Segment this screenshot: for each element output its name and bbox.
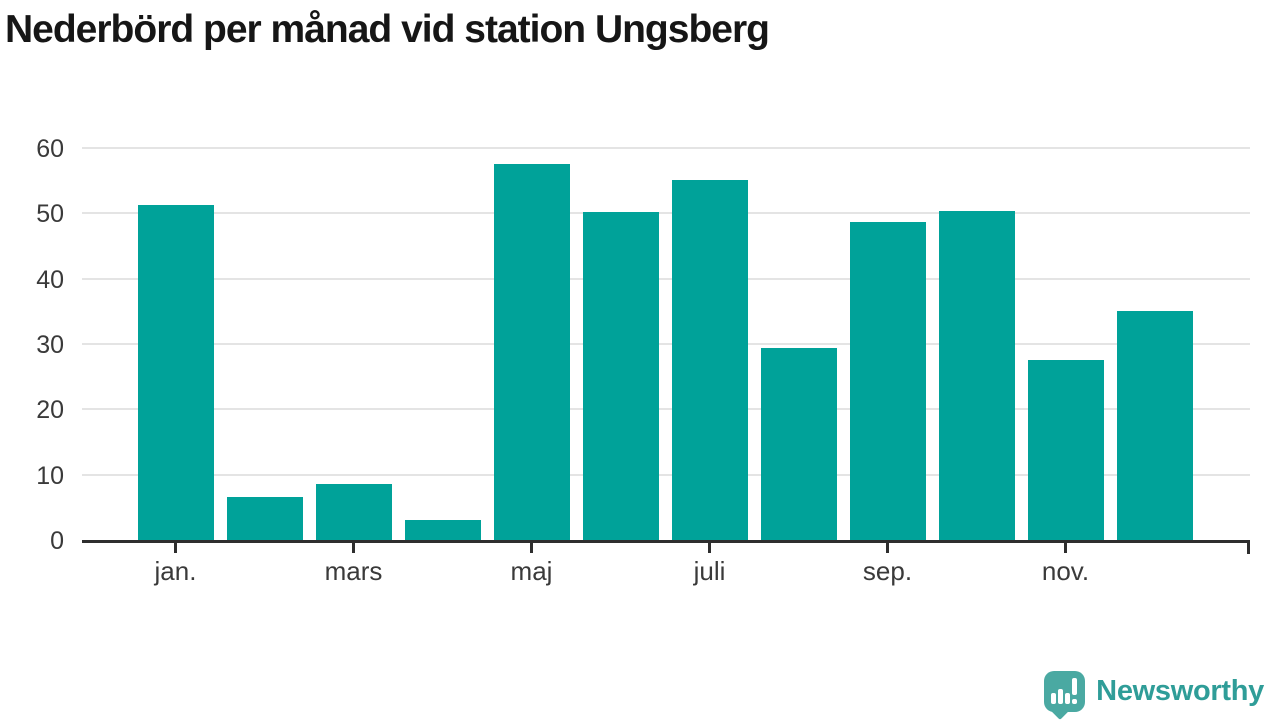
gridline <box>82 277 1250 280</box>
x-axis-tick <box>708 543 711 553</box>
x-axis-tick-label: jan. <box>154 556 197 586</box>
x-axis-tick <box>1064 543 1067 553</box>
bar-maj <box>493 163 570 540</box>
y-axis-tick-label: 20 <box>36 396 64 425</box>
x-axis-tick <box>174 543 177 553</box>
gridline <box>82 473 1250 476</box>
bar-mars <box>315 483 392 540</box>
y-axis-tick-label: 40 <box>36 265 64 294</box>
x-axis-tick <box>886 543 889 553</box>
bar-sep. <box>849 222 926 540</box>
x-axis-tick <box>530 543 533 553</box>
bar-apr. <box>404 520 481 540</box>
x-axis-tick <box>352 543 355 553</box>
x-axis-tick-label: nov. <box>1041 556 1090 586</box>
x-axis-baseline <box>82 540 1250 543</box>
x-axis-tick-label: maj <box>510 556 553 586</box>
newsworthy-logo-text: Newsworthy <box>1096 675 1264 707</box>
x-axis-tick-label: mars <box>324 556 383 586</box>
logo-mini-bar-icon <box>1051 693 1057 704</box>
gridline <box>82 147 1250 149</box>
y-axis-tick-label: 30 <box>36 331 64 359</box>
x-axis-end-tick <box>1247 543 1250 554</box>
logo-mini-bar-icon <box>1058 689 1064 704</box>
x-axis-tick-label: juli <box>693 556 726 586</box>
bar-juni <box>582 212 659 540</box>
bar-okt. <box>938 211 1015 540</box>
bar-juli <box>671 180 748 540</box>
newsworthy-logo: Newsworthy <box>1044 671 1264 720</box>
bar-dec. <box>1116 311 1193 540</box>
bar-feb. <box>226 496 303 540</box>
logo-exclamation-dot-icon <box>1072 699 1078 704</box>
chart-title: Nederbörd per månad vid station Ungsberg <box>5 8 770 51</box>
gridline <box>82 343 1250 345</box>
y-axis-tick-label: 10 <box>36 461 64 490</box>
y-axis-tick-label: 60 <box>36 135 64 163</box>
bar-aug. <box>760 347 837 540</box>
bar-jan. <box>137 204 214 540</box>
y-axis-tick-label: 0 <box>50 527 64 555</box>
gridline <box>82 212 1250 215</box>
logo-mini-bar-icon <box>1065 693 1071 704</box>
x-axis-tick-label: sep. <box>862 556 913 586</box>
bar-nov. <box>1027 359 1104 540</box>
newsworthy-logo-icon <box>1044 671 1086 720</box>
gridline <box>82 408 1250 411</box>
logo-exclamation-icon <box>1072 678 1078 695</box>
y-axis-tick-label: 50 <box>36 200 64 229</box>
